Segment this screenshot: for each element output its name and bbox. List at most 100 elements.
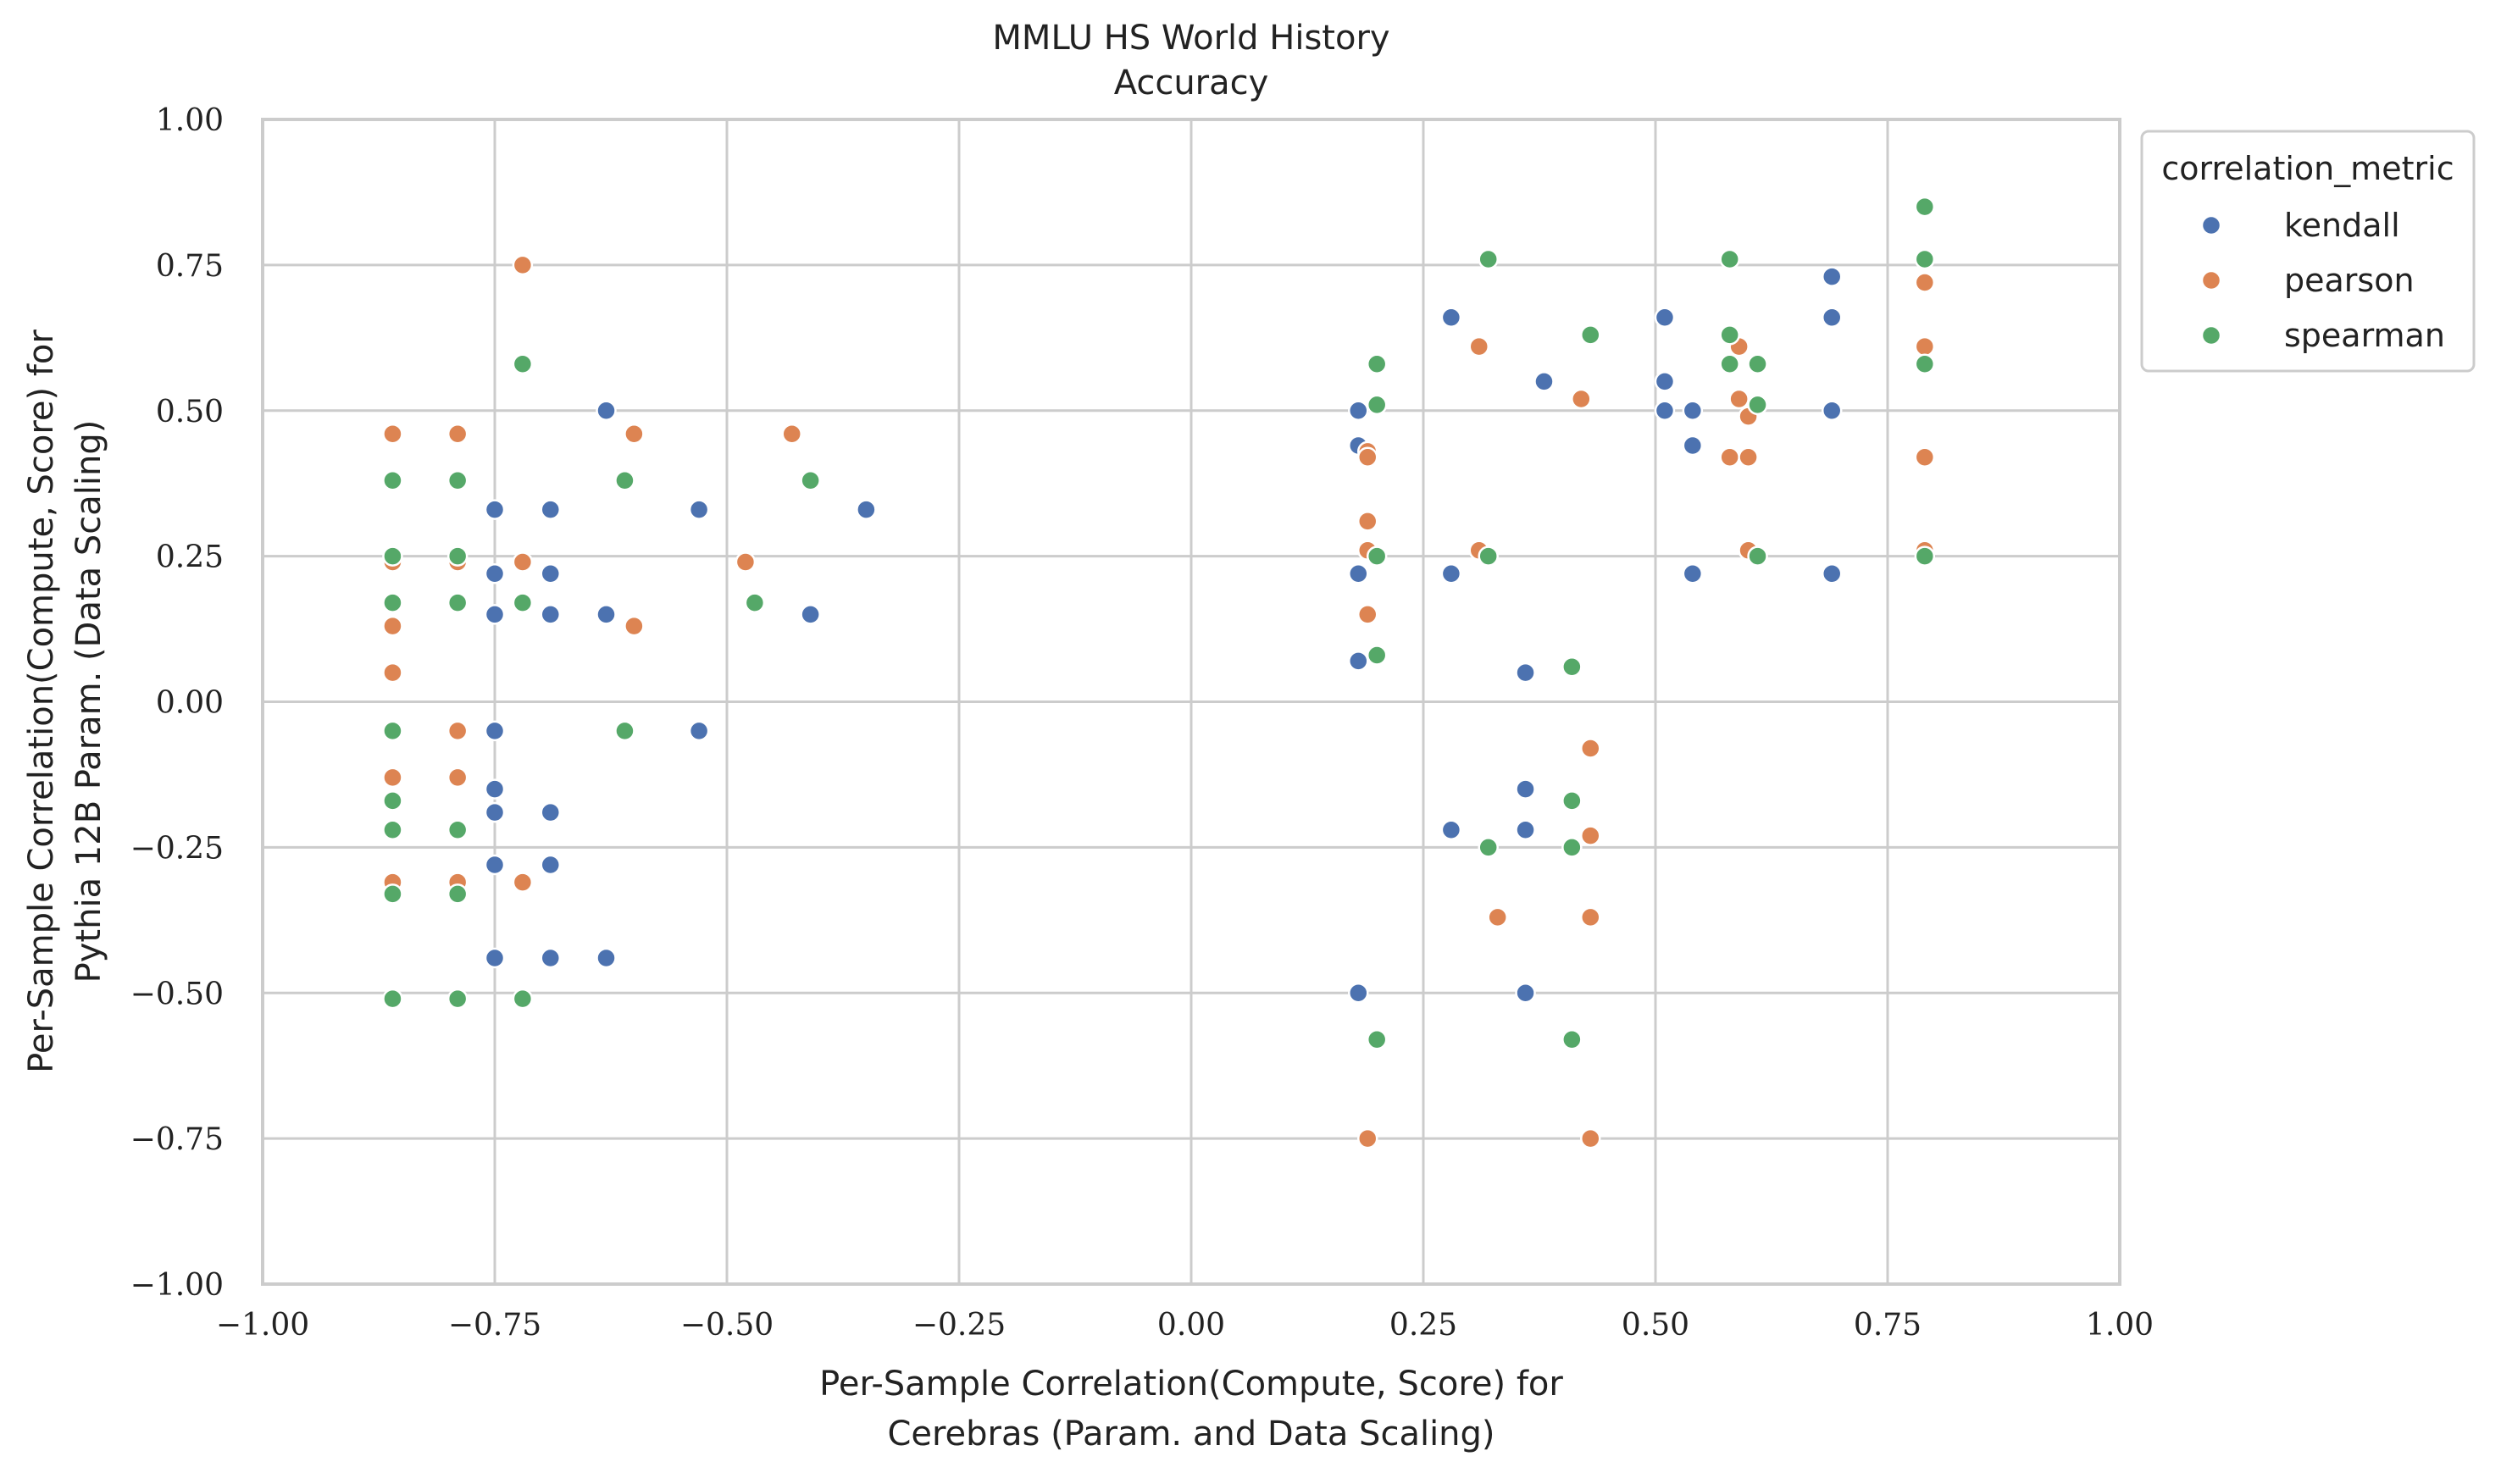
point-spearman: [446, 545, 469, 567]
point-kendall: [1348, 563, 1369, 584]
legend-marker-kendall: [2200, 214, 2222, 236]
x-tick-label: 0.25: [1389, 1308, 1457, 1343]
point-spearman: [744, 592, 766, 613]
point-kendall: [1348, 400, 1369, 421]
point-spearman: [1561, 837, 1583, 858]
point-pearson: [382, 424, 403, 445]
point-spearman: [1580, 324, 1601, 346]
point-spearman: [1719, 248, 1740, 270]
point-kendall: [1515, 819, 1536, 840]
point-pearson: [1356, 446, 1378, 468]
point-pearson: [1356, 511, 1378, 532]
point-kendall: [1821, 266, 1843, 287]
point-kendall: [540, 947, 562, 969]
point-pearson: [1580, 906, 1601, 928]
point-spearman: [1914, 545, 1936, 567]
point-pearson: [446, 720, 469, 742]
y-tick-label: 0.75: [156, 249, 224, 284]
point-pearson: [512, 551, 534, 573]
point-pearson: [735, 551, 757, 573]
point-kendall: [1440, 819, 1462, 840]
y-tick-label: −0.50: [130, 977, 224, 1011]
point-pearson: [1719, 446, 1740, 468]
legend-items: kendall pearson spearman: [2200, 207, 2445, 354]
point-kendall: [1682, 435, 1704, 457]
x-tick-label: −0.75: [448, 1308, 541, 1343]
point-kendall: [1682, 563, 1704, 584]
point-pearson: [1356, 604, 1378, 625]
point-spearman: [1366, 394, 1388, 416]
point-spearman: [614, 470, 635, 491]
point-kendall: [484, 778, 506, 800]
point-kendall: [596, 947, 617, 969]
point-kendall: [484, 563, 506, 584]
y-tick-label: −1.00: [130, 1268, 224, 1303]
y-tick-labels: −1.00 −0.75 −0.50 −0.25 0.00 0.25 0.50 0.75 1.00: [130, 103, 224, 1303]
point-spearman: [1561, 790, 1583, 811]
point-spearman: [614, 720, 635, 742]
legend: correlation_metric kendall pearson spearma…: [2140, 130, 2476, 373]
x-tick-labels: −1.00 −0.75 −0.50 −0.25 0.00 0.25 0.50 0.75 1.00: [216, 1308, 2154, 1343]
point-kendall: [484, 720, 506, 742]
y-tick-label: 1.00: [156, 103, 224, 138]
point-spearman: [1366, 1029, 1388, 1050]
point-kendall: [1821, 563, 1843, 584]
point-kendall: [1348, 983, 1369, 1004]
point-spearman: [446, 819, 469, 840]
point-pearson: [382, 767, 403, 789]
point-kendall: [540, 563, 562, 584]
point-pearson: [781, 424, 802, 445]
point-kendall: [540, 604, 562, 625]
x-tick-label: −0.50: [680, 1308, 774, 1343]
point-pearson: [1580, 1127, 1601, 1149]
point-spearman: [1747, 394, 1768, 416]
point-spearman: [512, 592, 534, 613]
point-pearson: [624, 424, 645, 445]
y-tick-label: 0.00: [156, 686, 224, 721]
point-spearman: [512, 988, 534, 1010]
point-kendall: [540, 801, 562, 823]
point-kendall: [484, 801, 506, 823]
point-spearman: [1366, 545, 1388, 567]
point-spearman: [1561, 656, 1583, 678]
y-axis-label-line-2: Pythia 12B Param. (Data Scaling): [69, 420, 108, 983]
point-spearman: [446, 592, 469, 613]
point-kendall: [596, 400, 617, 421]
point-spearman: [1719, 324, 1740, 346]
y-tick-label: 0.50: [156, 395, 224, 429]
point-pearson: [624, 615, 645, 637]
point-kendall: [540, 499, 562, 520]
point-spearman: [382, 470, 403, 491]
point-spearman: [1914, 353, 1936, 374]
point-pearson: [1728, 388, 1750, 410]
point-spearman: [1747, 545, 1768, 567]
point-pearson: [1914, 335, 1936, 357]
point-kendall: [484, 947, 506, 969]
point-kendall: [1654, 400, 1676, 421]
point-pearson: [382, 615, 403, 637]
chart-subtitle: Accuracy: [1114, 64, 1269, 102]
point-spearman: [512, 353, 534, 374]
x-tick-label: −1.00: [216, 1308, 309, 1343]
point-spearman: [1478, 837, 1499, 858]
point-kendall: [1682, 400, 1704, 421]
point-kendall: [856, 499, 877, 520]
x-tick-label: −0.25: [912, 1308, 1006, 1343]
point-pearson: [1914, 272, 1936, 293]
legend-label-pearson: pearson: [2284, 262, 2415, 299]
point-pearson: [1914, 446, 1936, 468]
x-tick-label: 0.75: [1854, 1308, 1922, 1343]
y-tick-label: −0.75: [130, 1122, 224, 1157]
point-kendall: [484, 854, 506, 876]
point-kendall: [540, 854, 562, 876]
point-spearman: [1366, 645, 1388, 666]
point-pearson: [1487, 906, 1508, 928]
point-pearson: [382, 662, 403, 684]
point-spearman: [382, 988, 403, 1010]
point-spearman: [1478, 545, 1499, 567]
point-pearson: [1571, 388, 1592, 410]
y-tick-label: −0.25: [130, 831, 224, 866]
y-axis-label-line-1: Per-Sample Correlation(Compute, Score) f…: [22, 329, 61, 1073]
